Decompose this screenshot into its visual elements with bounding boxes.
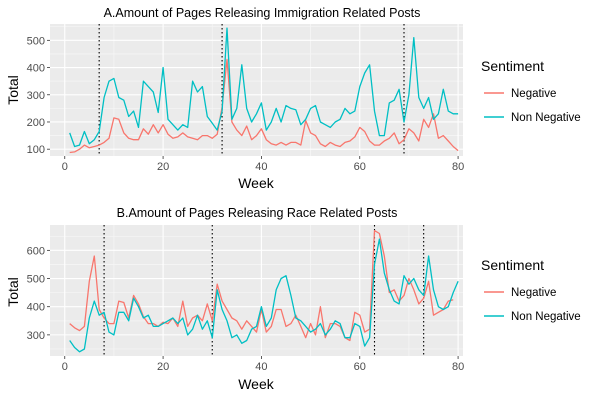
panel-b-y-tick-label: 400 (27, 302, 45, 314)
panel-a-x-tick-label: 60 (354, 161, 366, 173)
panel-b-legend: Sentiment Negative Non Negative (481, 257, 581, 323)
panel-b-x-tick-label: 20 (157, 361, 169, 373)
panel-a-y-tick-label: 300 (27, 90, 45, 102)
panel-b-x-ticks: 0 20 40 60 80 (62, 356, 464, 373)
panel-b-legend-label-negative: Negative (511, 287, 556, 299)
panel-b-grid (50, 225, 463, 356)
panel-a-series-negative (69, 58, 459, 154)
panel-b-y-ticks: 300 400 500 600 (27, 245, 50, 342)
panel-b-x-tick-label: 80 (452, 361, 464, 373)
panel-a-y-tick-label: 100 (27, 144, 45, 156)
panel-a-y-tick-label: 400 (27, 63, 45, 75)
panel-b-series-non-negative (69, 238, 459, 353)
panel-b-y-tick-label: 300 (27, 330, 45, 342)
panel-b-legend-title: Sentiment (481, 257, 544, 273)
panel-a-y-axis-label: Total (5, 75, 21, 105)
panel-a: A.Amount of Pages Releasing Immigration … (5, 6, 581, 191)
panel-b-x-axis-label: Week (238, 376, 275, 392)
panel-b-x-tick-label: 0 (62, 361, 68, 373)
panel-a-x-tick-label: 40 (255, 161, 267, 173)
panel-b-x-tick-label: 40 (255, 361, 267, 373)
panel-a-y-ticks: 100 200 300 400 500 (27, 35, 50, 156)
panel-b-series (69, 229, 459, 353)
panel-a-x-tick-label: 80 (452, 161, 464, 173)
panel-b-y-tick-label: 500 (27, 274, 45, 286)
panel-a-series-non-negative (69, 27, 459, 148)
panel-a-legend: Sentiment Negative Non Negative (481, 58, 581, 124)
panel-b-legend-label-non-negative: Non Negative (511, 311, 581, 323)
panel-b: B.Amount of Pages Releasing Race Related… (5, 206, 581, 392)
panel-b-y-tick-label: 600 (27, 245, 45, 257)
panel-a-legend-label-non-negative: Non Negative (511, 112, 581, 124)
panel-a-x-ticks: 0 20 40 60 80 (62, 156, 464, 173)
panel-a-x-tick-label: 0 (62, 161, 68, 173)
panel-a-series (69, 27, 459, 154)
panel-b-y-axis-label: Total (5, 277, 21, 307)
panel-b-series-negative (69, 229, 454, 342)
panel-a-legend-title: Sentiment (481, 58, 544, 74)
panel-a-y-tick-label: 200 (27, 117, 45, 129)
panel-b-x-tick-label: 60 (354, 361, 366, 373)
panel-a-grid (50, 24, 463, 156)
panel-a-x-tick-label: 20 (157, 161, 169, 173)
panel-a-y-tick-label: 500 (27, 35, 45, 47)
panel-b-title: B.Amount of Pages Releasing Race Related… (117, 206, 398, 220)
panel-a-x-axis-label: Week (238, 175, 275, 191)
panel-a-title: A.Amount of Pages Releasing Immigration … (104, 6, 421, 20)
panel-a-legend-label-negative: Negative (511, 88, 556, 100)
